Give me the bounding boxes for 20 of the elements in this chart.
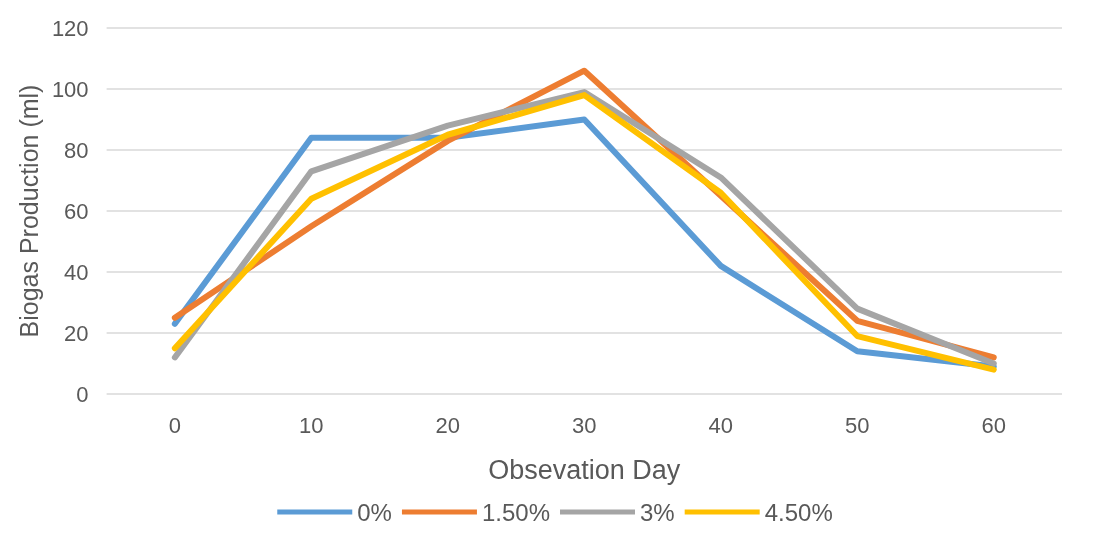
x-tick-label: 0 bbox=[168, 412, 181, 438]
legend-label: 0% bbox=[357, 498, 392, 526]
y-axis-title: Biogas Production (ml) bbox=[14, 84, 43, 338]
legend-label: 1.50% bbox=[481, 498, 551, 526]
x-tick-label: 10 bbox=[299, 412, 324, 438]
y-tick-label: 20 bbox=[64, 320, 89, 346]
y-tick-label: 40 bbox=[64, 259, 89, 285]
x-axis-title: Obsevation Day bbox=[488, 454, 681, 485]
y-tick-label: 0 bbox=[76, 381, 89, 407]
y-tick-label: 60 bbox=[64, 198, 89, 224]
x-tick-label: 30 bbox=[572, 412, 597, 438]
x-tick-label: 40 bbox=[708, 412, 734, 438]
legend-label: 4.50% bbox=[764, 498, 833, 526]
y-tick-label: 100 bbox=[51, 76, 89, 102]
x-tick-label: 60 bbox=[981, 412, 1006, 438]
y-tick-label: 120 bbox=[51, 15, 89, 41]
x-tick-label: 50 bbox=[845, 412, 870, 438]
x-tick-label: 20 bbox=[435, 412, 461, 438]
y-tick-label: 80 bbox=[64, 137, 89, 163]
legend-label: 3% bbox=[640, 498, 675, 526]
